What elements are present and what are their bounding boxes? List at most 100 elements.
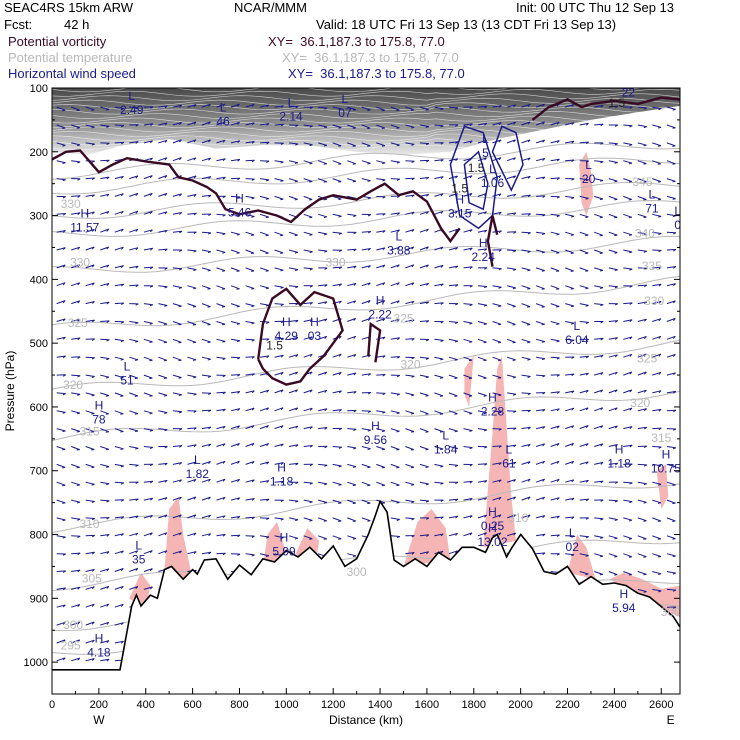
wind-vector [506,175,516,180]
wind-vector [440,142,444,145]
wind-vector [143,586,153,590]
wind-vector [512,376,516,379]
wind-vector [535,460,545,465]
wind-vector [77,212,81,215]
wind-vector [623,142,633,146]
wind-vector [629,389,633,393]
wind-vector [448,410,458,415]
wind-vector [570,234,574,236]
wind-vector [565,497,575,501]
wind-vector [338,465,342,468]
wind-vector [245,321,255,324]
wind-vector [455,158,459,162]
wind-vector [237,479,240,482]
wind-vector [507,249,517,252]
wind-vector [454,430,458,433]
wind-vector [637,499,647,503]
wind-vector [382,318,386,322]
wind-vector [178,287,182,289]
wind-vector [106,211,110,215]
theta-label: 340 [635,226,655,240]
wind-vector [390,229,400,233]
wind-vector [134,430,139,433]
wind-vector [527,358,531,361]
wind-vector [666,124,676,129]
y-axis-label: Pressure (hPa) [3,351,17,432]
wind-vector [77,195,81,198]
wind-vector [623,389,632,394]
wind-vector [230,460,240,465]
wind-vector [565,140,575,144]
wind-vector [425,126,429,128]
wind-vector [76,430,80,433]
wind-vector [77,300,81,304]
extremum-value: 07 [338,106,352,120]
wind-vector [434,159,444,162]
wind-vector [134,413,138,415]
wind-vector [62,570,66,573]
wind-vector [535,158,545,162]
wind-vector [143,550,153,555]
wind-vector [332,499,342,504]
wind-vector [216,267,226,272]
wind-vector [149,341,153,343]
wind-vector [585,197,589,200]
wind-vector [251,373,255,376]
wind-vector [440,176,444,179]
x-tick-label: 1200 [321,699,345,711]
wind-vector [477,410,487,414]
wind-vector [599,252,603,254]
wind-vector [579,407,589,412]
wind-vector [172,410,182,413]
wind-vector [405,300,415,305]
wind-vector [266,407,269,411]
wind-vector [193,212,197,216]
wind-vector [585,498,589,502]
wind-vector [426,517,430,520]
wind-vector [390,337,400,340]
wind-vector [158,105,168,108]
wind-vector [600,537,604,539]
wind-vector [208,426,212,430]
wind-vector [390,428,400,432]
wind-vector [303,481,313,484]
wind-vector [455,175,458,179]
wind-vector [550,285,560,290]
wind-vector [106,621,110,625]
wind-vector [556,425,560,429]
wind-vector [571,122,575,126]
wind-vector [405,142,415,145]
wind-vector [506,338,516,343]
wind-vector [658,390,662,394]
wind-vector [106,534,110,537]
x-axis-label: Distance (km) [329,713,403,727]
wind-vector [164,157,168,161]
wind-vector [91,126,95,129]
wind-vector [309,389,313,393]
wind-vector [303,499,313,503]
wind-vector [222,176,226,180]
wind-vector [448,106,458,109]
wind-vector [411,394,415,397]
wind-vector [608,553,618,557]
wind-vector [585,122,589,126]
wind-vector [498,377,502,379]
wind-vector [463,515,473,519]
wind-vector [565,122,575,126]
extremum-value: 5 [482,146,489,160]
wind-vector [85,264,95,269]
wind-vector [135,464,139,467]
wind-vector [280,161,284,164]
wind-vector [230,321,240,325]
wind-vector [201,514,211,519]
wind-vector [129,446,139,449]
wind-vector [498,514,502,518]
wind-vector [288,354,298,358]
wind-vector [492,338,502,343]
wind-vector [381,448,385,451]
wind-vector [201,194,211,197]
wind-vector [463,338,473,343]
wind-vector [71,246,80,251]
wind-vector [382,196,386,199]
wind-vector [565,479,574,483]
